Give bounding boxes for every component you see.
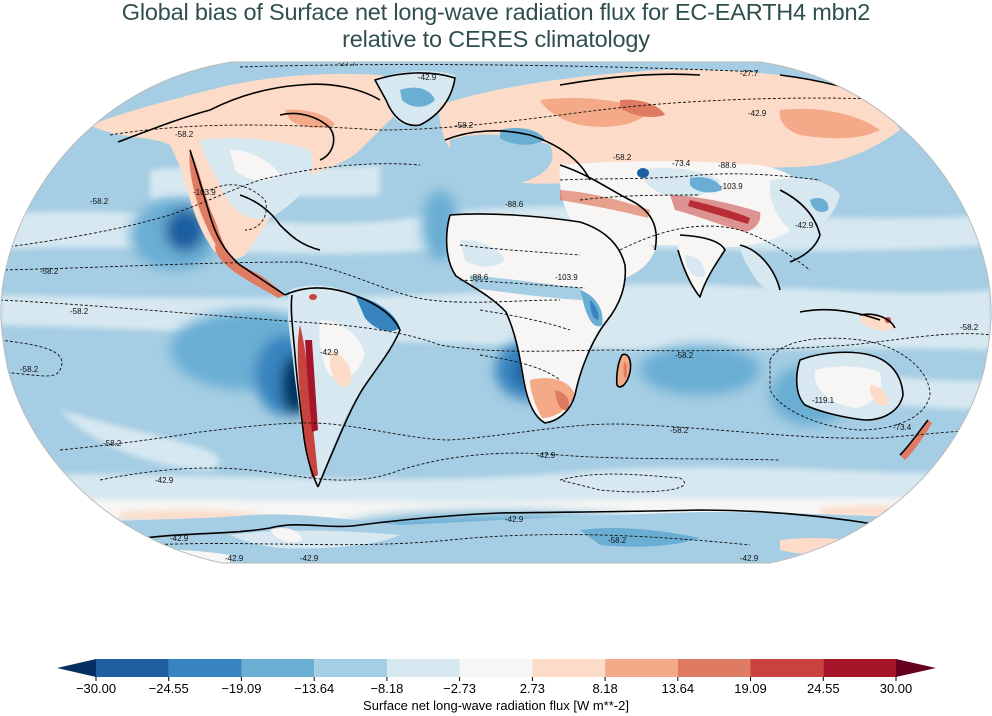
contour-label: -58.2: [608, 536, 627, 545]
contour-label: -58.2: [455, 121, 474, 130]
chart-title-line-2: relative to CERES climatology: [342, 26, 650, 52]
contour-label: -42.9: [300, 554, 319, 563]
colorbar-tick-label: 2.73: [519, 681, 546, 696]
contour-label: -58.2: [675, 351, 694, 360]
contour-label: -58.2: [20, 365, 39, 374]
colorbar-over-arrow: [896, 659, 936, 677]
contour-label: -42.9: [795, 221, 814, 230]
contour-label: -42.9: [170, 534, 189, 543]
contour-label: -58.2: [90, 197, 109, 206]
contour-label: -42.9: [155, 476, 174, 485]
contour-label: -58.2: [175, 130, 194, 139]
contour-label: -27.7: [740, 69, 759, 78]
contour-label: -42.9: [320, 348, 339, 357]
contour-label: -42.9: [537, 451, 556, 460]
colorbar-tick-label: 19.09: [734, 681, 767, 696]
colorbar-tick-label: 24.55: [807, 681, 840, 696]
contour-label: -88.6: [718, 161, 737, 170]
contour-label: -27.7: [338, 59, 357, 68]
contour-label: -103.9: [193, 188, 216, 197]
contour-label: -58.2: [960, 323, 979, 332]
contour-label: -42.9: [748, 109, 767, 118]
contour-label: -58.2: [670, 426, 689, 435]
colorbar-tick-label: −2.73: [443, 681, 477, 696]
colorbar-tick-label: −24.55: [148, 681, 189, 696]
colorbar-tick-label: 13.64: [661, 681, 695, 696]
contour-label: -119.1: [812, 396, 835, 405]
contour-label: -42.9: [418, 73, 437, 82]
contour-label: -58.2: [70, 307, 89, 316]
contour-label: -103.9: [720, 182, 743, 191]
contour-label: -88.6: [505, 200, 524, 209]
contour-label: -58.2: [103, 439, 122, 448]
contour-label: -88.6: [470, 273, 489, 282]
contour-label: -42.9: [740, 554, 759, 563]
contour-label: -73.4: [893, 423, 912, 432]
map-field: -27.7 -27.7 -42.9 -42.9 -58.2 -58.2 -58.…: [0, 59, 992, 563]
colorbar-tick-label: 8.18: [592, 681, 618, 696]
contour-label: -42.9: [505, 515, 524, 524]
contour-label: -58.2: [40, 267, 59, 276]
contour-label: -58.2: [613, 153, 632, 162]
contour-label: -103.9: [555, 273, 578, 282]
map-boundary: [0, 61, 992, 564]
colorbar-tick-label: −13.64: [294, 681, 335, 696]
chart-title-line-1: Global bias of Surface net long-wave rad…: [121, 0, 871, 25]
colorbar-tick-label: −8.18: [370, 681, 404, 696]
contour-label: -42.9: [225, 554, 244, 563]
colorbar-axis-label: Surface net long-wave radiation flux [W …: [363, 698, 629, 713]
colorbar: [57, 659, 936, 681]
colorbar-tick-label: −19.09: [221, 681, 262, 696]
contour-label: -73.4: [672, 159, 691, 168]
colorbar-under-arrow: [57, 659, 96, 677]
colorbar-tick-label: 30.00: [879, 681, 913, 696]
colorbar-tick-label: −30.00: [75, 681, 117, 696]
